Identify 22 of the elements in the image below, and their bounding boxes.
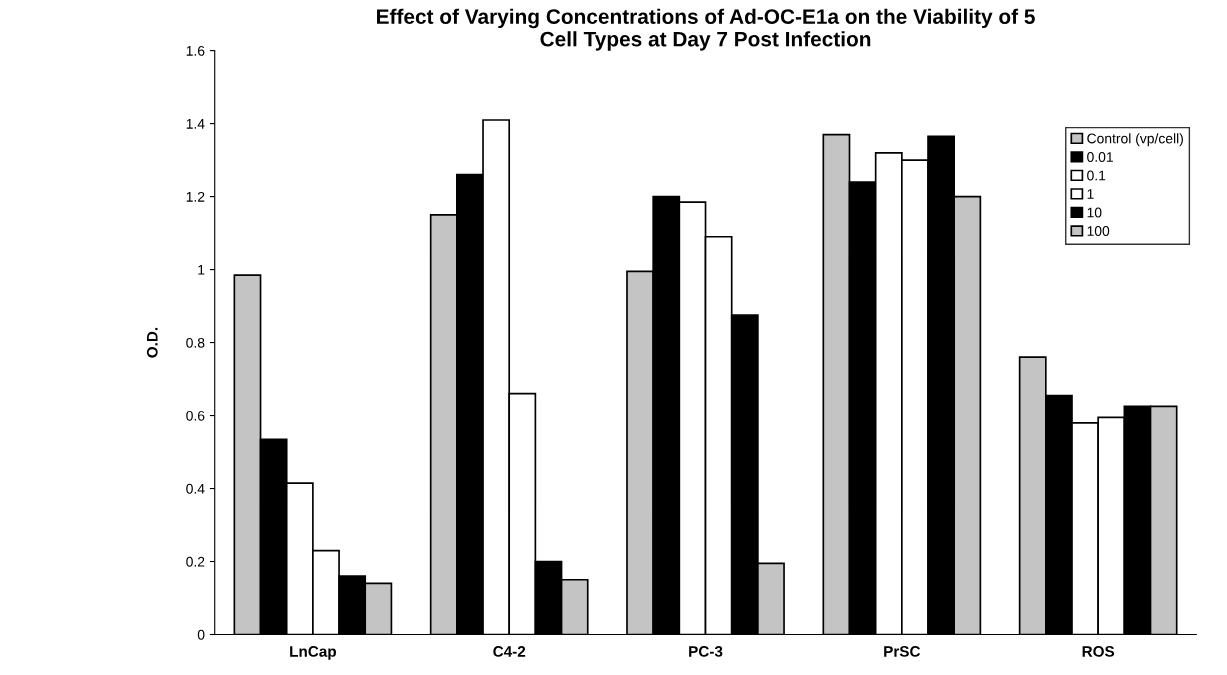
x-tick-label: C4-2 bbox=[493, 646, 526, 657]
y-axis-title: O.D. bbox=[146, 327, 158, 358]
y-tick-label: 0.8 bbox=[186, 337, 205, 348]
y-tick-label: 1.4 bbox=[186, 119, 205, 129]
x-tick-label: PC-3 bbox=[689, 646, 723, 657]
y-tick-label: 0 bbox=[197, 629, 205, 640]
legend-label: 100 bbox=[1087, 226, 1110, 236]
x-tick-label: PrSC bbox=[884, 646, 921, 657]
legend-label: 0.1 bbox=[1087, 170, 1106, 181]
legend-label: Control (vp/cell) bbox=[1087, 133, 1183, 147]
chart-title: Effect of Varying Concentrations of Ad-OC-E1a on the Viability of 5 Cell Types at Day 7 Post Infection bbox=[377, 8, 1035, 51]
y-tick-label: 1.6 bbox=[186, 45, 205, 56]
legend-label: 10 bbox=[1087, 207, 1102, 218]
x-tick-label: LnCap bbox=[290, 646, 337, 660]
legend-label: 0.01 bbox=[1087, 152, 1113, 162]
y-tick-label: 0.4 bbox=[186, 483, 205, 494]
y-tick-label: 1 bbox=[198, 265, 205, 275]
y-tick-label: 1.2 bbox=[186, 191, 205, 202]
y-tick-label: 0.2 bbox=[186, 556, 205, 567]
y-tick-label: 0.6 bbox=[186, 410, 205, 421]
x-tick-label: ROS bbox=[1082, 646, 1115, 657]
legend-label: 1 bbox=[1087, 189, 1094, 199]
